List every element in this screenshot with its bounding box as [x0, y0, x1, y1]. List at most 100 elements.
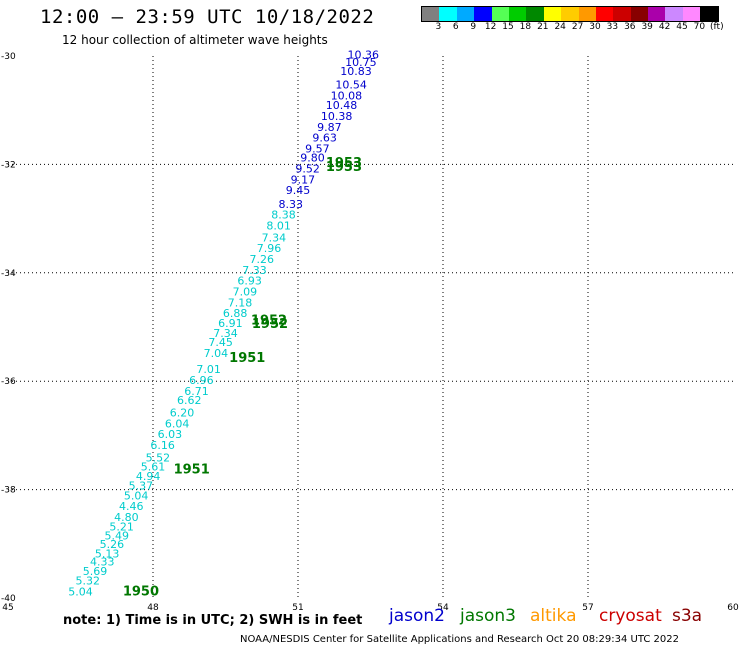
- swh-label: 6.20: [170, 406, 195, 419]
- swh-label: 6.04: [165, 417, 190, 430]
- colorbar-label: 3: [435, 22, 442, 32]
- swh-label: 9.57: [305, 142, 330, 155]
- swh-label: 9.63: [312, 132, 337, 145]
- time-label: 1951: [229, 351, 265, 366]
- colorbar-label: 27: [571, 22, 584, 32]
- swh-label: 4.80: [114, 511, 139, 524]
- colorbar-label: (ft): [710, 22, 724, 32]
- colorbar-swatch: [508, 7, 527, 21]
- colorbar-labels: 3 6 9 12 15 18 21 24 27 30 33 36 39 42 45 70 (ft): [421, 22, 740, 34]
- colorbar-label: 30: [589, 22, 601, 32]
- swh-label: 6.62: [177, 394, 202, 407]
- swh-label: 9.45: [286, 184, 311, 197]
- colorbar-swatch: [561, 7, 579, 21]
- swh-label: 7.34: [213, 327, 238, 340]
- time-label: 1952: [252, 317, 288, 332]
- swh-label: 5.21: [109, 520, 134, 533]
- swh-label: 6.91: [218, 317, 243, 330]
- x-tick-label: 45: [2, 603, 13, 613]
- swh-label: 9.87: [317, 121, 342, 134]
- swh-label: 5.37: [129, 480, 154, 493]
- colorbar-label: 18: [519, 22, 532, 32]
- time-label: 1952: [251, 313, 287, 328]
- swh-label: 9.52: [295, 163, 320, 176]
- colorbar-label: 33: [606, 22, 619, 32]
- x-tick-label: 60: [727, 603, 739, 613]
- colorbar-swatch: [422, 7, 440, 21]
- swh-label: 4.94: [136, 470, 161, 483]
- swh-label: 7.26: [250, 253, 275, 266]
- swh-label: 6.96: [189, 374, 214, 387]
- colorbar-swatch: [578, 7, 596, 21]
- swh-label: 8.33: [279, 198, 304, 211]
- swh-label: 7.01: [196, 363, 221, 376]
- swh-label: 5.32: [76, 574, 101, 587]
- swh-label: 6.88: [223, 307, 248, 320]
- colorbar-label: 24: [554, 22, 566, 32]
- swh-label: 10.48: [326, 99, 358, 112]
- colorbar-label: 45: [676, 22, 688, 32]
- colorbar-swatch: [595, 7, 614, 21]
- swh-label: 10.38: [321, 110, 353, 123]
- page-title: 12:00 – 23:59 UTC 10/18/2022: [40, 6, 375, 28]
- colorbar-label: 12: [484, 22, 497, 32]
- swh-label: 7.34: [262, 231, 287, 244]
- colorbar-swatch: [543, 7, 562, 21]
- colorbar-swatch: [526, 7, 544, 21]
- swh-label: 10.08: [331, 89, 363, 102]
- x-tick-label: 57: [582, 603, 593, 613]
- satellite-legend-jason3: jason3: [460, 606, 516, 626]
- swh-label: 4.33: [90, 555, 115, 568]
- swh-label: 10.54: [335, 79, 367, 92]
- swh-label: 5.04: [68, 585, 93, 598]
- swh-label: 8.38: [271, 209, 296, 222]
- y-tick-label: -38: [1, 486, 16, 496]
- time-label: 1953: [326, 160, 362, 175]
- swh-label: 6.71: [184, 385, 209, 398]
- swh-label: 5.04: [124, 489, 149, 502]
- swh-label: 8.01: [266, 219, 291, 232]
- satellite-legend-s3a: s3a: [672, 606, 703, 626]
- time-label: 1953: [326, 156, 362, 171]
- swh-label: 7.33: [242, 264, 267, 277]
- swh-label: 4.46: [119, 500, 144, 513]
- swh-label: 7.45: [208, 336, 233, 349]
- swh-label: 6.03: [158, 428, 183, 441]
- satellite-legend-jason2: jason2: [389, 606, 445, 626]
- colorbar-swatch: [630, 7, 649, 21]
- swh-label: 5.69: [83, 565, 108, 578]
- x-tick-label: 48: [147, 603, 159, 613]
- colorbar-swatch: [613, 7, 631, 21]
- swh-label: 5.13: [95, 547, 120, 560]
- swh-label: 5.52: [146, 451, 171, 464]
- colorbar-legend: [421, 6, 719, 22]
- x-tick-label: 51: [292, 603, 303, 613]
- colorbar-swatch: [456, 7, 475, 21]
- colorbar-label: 21: [537, 22, 549, 32]
- footer-credit: NOAA/NESDIS Center for Satellite Applica…: [240, 634, 679, 645]
- y-tick-label: -30: [1, 52, 16, 62]
- y-tick-label: -34: [1, 269, 16, 279]
- y-tick-label: -32: [1, 160, 16, 170]
- swh-label: 5.61: [141, 461, 166, 474]
- colorbar-swatch: [665, 7, 683, 21]
- satellite-legend-cryosat: cryosat: [599, 606, 662, 626]
- colorbar-swatch: [439, 7, 457, 21]
- swh-label: 5.26: [100, 538, 125, 551]
- colorbar-swatch: [474, 7, 492, 21]
- time-label: 1950: [123, 584, 159, 599]
- colorbar-label: 9: [470, 22, 477, 32]
- swh-label: 9.80: [300, 152, 325, 165]
- colorbar-swatch: [682, 7, 701, 21]
- swh-label: 7.18: [228, 296, 253, 309]
- colorbar-label: 36: [624, 22, 636, 32]
- swh-label: 10.75: [345, 56, 377, 69]
- colorbar-swatch: [648, 7, 666, 21]
- y-tick-label: -40: [1, 594, 16, 604]
- page-subtitle: 12 hour collection of altimeter wave hei…: [62, 33, 328, 47]
- colorbar-swatch: [700, 7, 718, 21]
- swh-label: 9.17: [291, 173, 316, 186]
- colorbar-label: 6: [452, 22, 459, 32]
- footer-note: note: 1) Time is in UTC; 2) SWH is in fe…: [63, 613, 363, 628]
